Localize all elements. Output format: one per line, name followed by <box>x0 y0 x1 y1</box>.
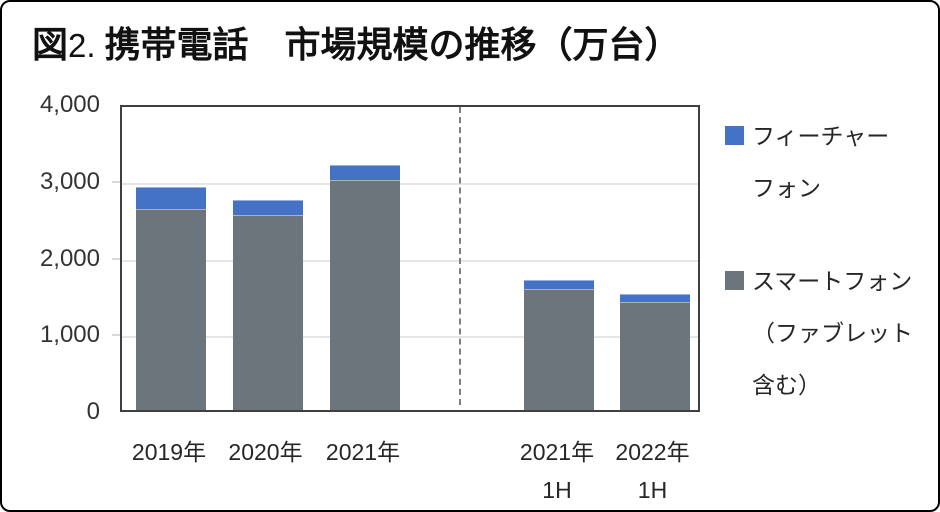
legend-label-feature-phone: フィーチャー フォン <box>752 110 889 214</box>
legend-label-line: フォン <box>752 175 821 201</box>
legend-swatch-smartphone <box>725 271 744 290</box>
figure-number: 2. <box>68 27 96 64</box>
x-axis-label-2021年: 2021年 <box>293 433 433 471</box>
legend-label-line: 含む） <box>752 372 821 398</box>
bar-segment-feature-phone <box>330 164 400 180</box>
plot-area <box>120 105 700 412</box>
y-axis-tick-label: 2,000 <box>39 244 100 272</box>
legend-label-smartphone: スマートフォン （ファブレット 含む） <box>752 255 913 411</box>
bar-2022年-1H <box>619 293 690 410</box>
y-axis-tick-1000 <box>112 334 120 337</box>
y-axis-tick-label: 4,000 <box>39 91 100 118</box>
bar-segment-smartphone <box>330 179 400 410</box>
bar-segment-smartphone <box>232 215 303 410</box>
x-axis-label-line: 1H <box>637 477 668 503</box>
bar-segment-smartphone <box>524 288 594 410</box>
bar-segment-feature-phone <box>619 293 690 303</box>
figure-title-text: 携帯電話 市場規模の推移（万台） <box>104 24 681 65</box>
x-axis-label-2021年-1H: 2021年 1H <box>487 433 627 509</box>
x-axis-label-line: 2021年 <box>519 439 595 465</box>
bar-2020年 <box>232 199 303 410</box>
legend-label-line: スマートフォン <box>752 268 913 294</box>
y-axis-tick-3000 <box>112 180 120 183</box>
y-axis-tick-label: 3,000 <box>39 167 100 195</box>
legend-label-line: （ファブレット <box>752 320 913 346</box>
bar-segment-feature-phone <box>232 199 303 216</box>
x-axis-label-line: 2021年 <box>325 439 401 465</box>
gridline-2000 <box>122 259 698 262</box>
bar-2019年 <box>136 187 206 410</box>
bar-segment-smartphone <box>136 208 206 410</box>
bar-2021年 <box>330 164 400 410</box>
bar-segment-feature-phone <box>136 187 206 209</box>
legend-item-smartphone: スマートフォン （ファブレット 含む） <box>725 255 913 411</box>
x-axis-label-line: 1H <box>542 477 572 503</box>
gridline-1000 <box>122 336 698 339</box>
gridline-3000 <box>122 182 698 185</box>
x-axis-label-line: 2020年 <box>228 439 303 465</box>
y-axis-tick-label: 1,000 <box>39 321 100 349</box>
x-axis-label-2020年: 2020年 <box>196 433 336 471</box>
y-axis-tick-label: 0 <box>86 398 100 425</box>
legend-swatch-feature-phone <box>725 126 744 145</box>
x-axis-label-2022年-1H: 2022年 1H <box>583 433 723 509</box>
y-axis-tick-2000 <box>112 257 120 260</box>
x-axis-label-line: 2019年 <box>131 439 207 465</box>
x-axis-label-line: 2022年 <box>615 439 690 465</box>
legend-item-feature-phone: フィーチャー フォン <box>725 110 889 214</box>
bar-segment-smartphone <box>619 302 690 410</box>
figure-label: 図 <box>32 24 69 65</box>
bar-2021年-1H <box>524 280 594 410</box>
series-divider-line <box>458 107 461 405</box>
bar-segment-feature-phone <box>524 280 594 289</box>
chart-title: 図2. 携帯電話 市場規模の推移（万台） <box>32 24 681 74</box>
legend-label-line: フィーチャー <box>752 123 890 149</box>
x-axis-label-2019年: 2019年 <box>99 433 239 471</box>
